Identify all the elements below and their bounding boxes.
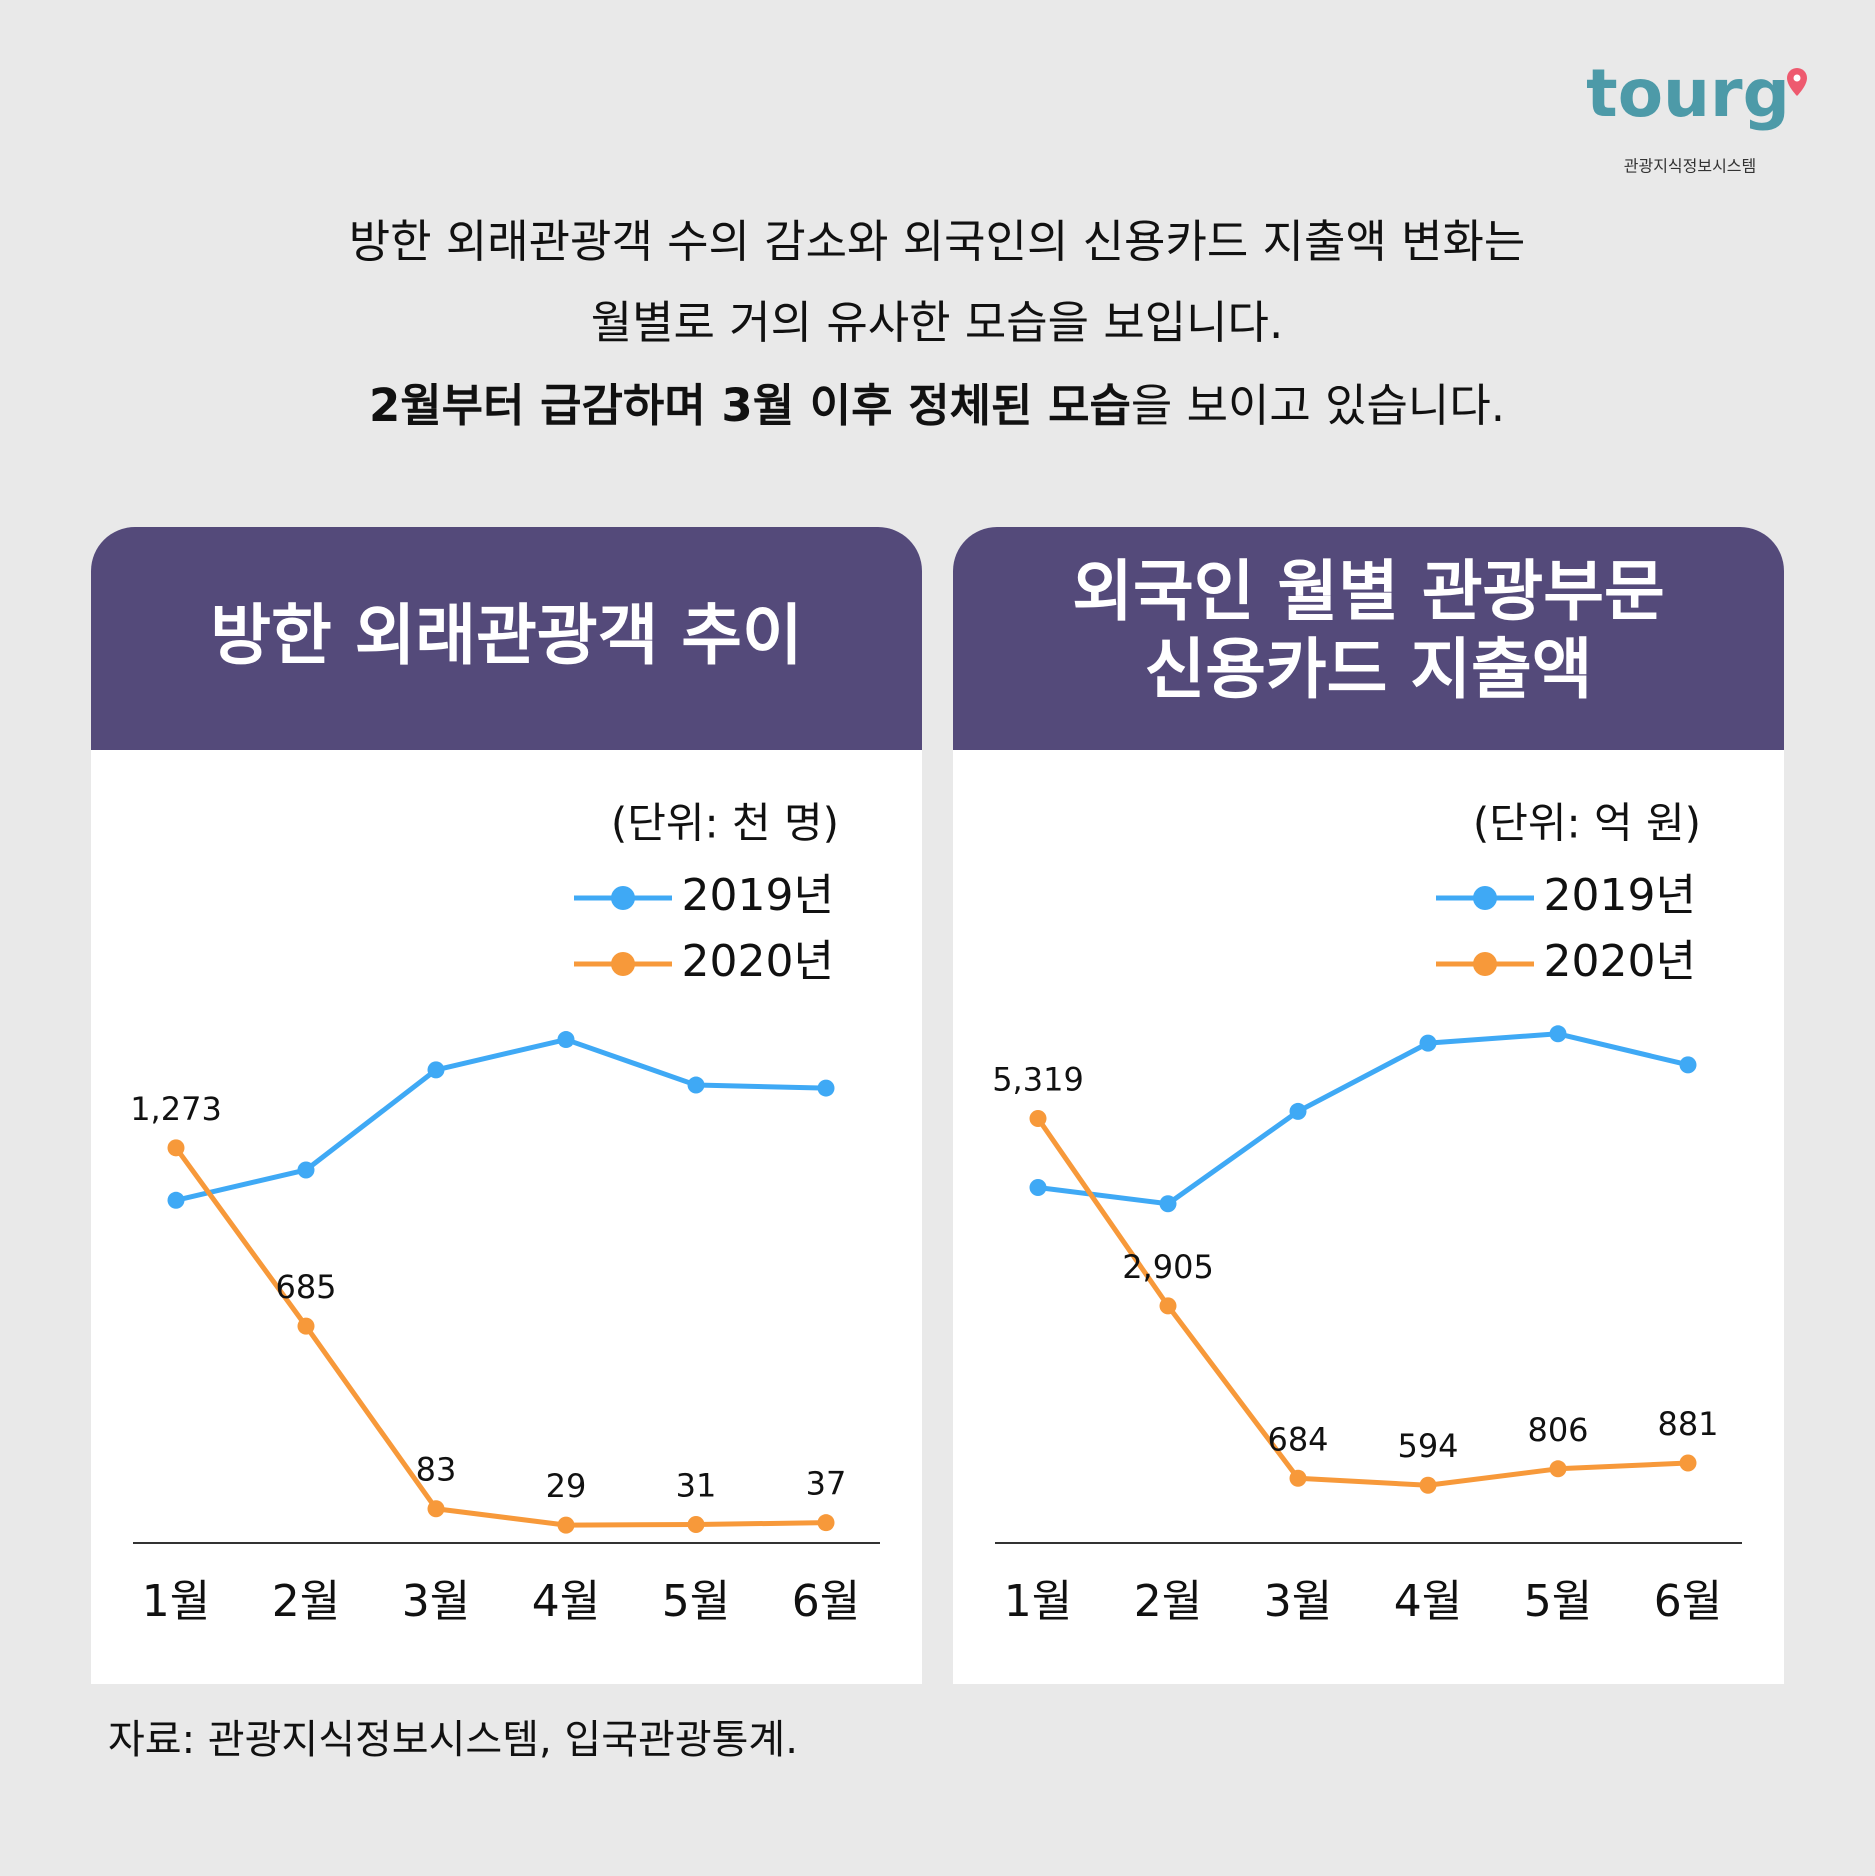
chart-panel: 방한 외래관광객 추이 (단위: 천 명) 2019년 2020년 1월 2월 3월 4월 5월… — [91, 527, 922, 1684]
data-label: 684 — [1267, 1420, 1328, 1458]
data-point — [1289, 1102, 1307, 1120]
x-tick-label: 5월 — [1524, 1576, 1592, 1627]
legend-label: 2019년 — [682, 870, 834, 921]
logo-pin-dot — [1793, 74, 1801, 82]
data-point — [817, 1514, 835, 1532]
panel-header — [91, 527, 922, 750]
header-emphasis: 2월부터 급감하며 3월 이후 정체된 모습 — [369, 379, 1131, 432]
logo-caption: 관광지식정보시스템 — [1624, 157, 1756, 176]
unit-label: (단위: 천 명) — [611, 799, 839, 848]
data-point — [427, 1061, 445, 1079]
x-tick-label: 6월 — [792, 1576, 860, 1627]
x-tick-label: 1월 — [1004, 1576, 1072, 1627]
data-point — [1289, 1469, 1307, 1487]
data-point — [1029, 1109, 1047, 1127]
data-label: 594 — [1397, 1427, 1458, 1465]
panel-header — [953, 527, 1784, 750]
data-label: 29 — [546, 1467, 587, 1505]
data-label: 1,273 — [130, 1090, 222, 1128]
data-label: 5,319 — [992, 1060, 1084, 1098]
data-label: 685 — [275, 1268, 336, 1306]
source-note: 자료: 관광지식정보시스템, 입국관광통계. — [108, 1717, 798, 1763]
chart-title: 신용카드 지출액 — [1144, 631, 1592, 708]
chart-title: 방한 외래관광객 추이 — [210, 597, 802, 674]
x-tick-label: 3월 — [1264, 1576, 1332, 1627]
data-point — [687, 1076, 705, 1094]
unit-label: (단위: 억 원) — [1473, 799, 1701, 848]
data-label: 31 — [676, 1467, 717, 1505]
header-line: 방한 외래관광객 수의 감소와 외국인의 신용카드 지출액 변화는 — [349, 215, 1526, 268]
data-point — [817, 1079, 835, 1097]
data-label: 2,905 — [1122, 1248, 1214, 1286]
legend-marker — [1473, 952, 1497, 976]
data-point — [557, 1516, 575, 1534]
x-tick-label: 3월 — [402, 1576, 470, 1627]
x-tick-label: 2월 — [272, 1576, 340, 1627]
data-point — [1419, 1034, 1437, 1052]
legend-label: 2020년 — [682, 936, 834, 987]
legend-label: 2020년 — [1544, 936, 1696, 987]
logo: tourg 관광지식정보시스템 — [1586, 55, 1807, 176]
data-point — [167, 1191, 185, 1209]
data-point — [1679, 1056, 1697, 1074]
data-point — [427, 1500, 445, 1518]
x-tick-label: 5월 — [662, 1576, 730, 1627]
data-point — [297, 1161, 315, 1179]
chart-title: 외국인 월별 관광부문 — [1072, 553, 1664, 630]
data-point — [1159, 1195, 1177, 1213]
x-tick-label: 2월 — [1134, 1576, 1202, 1627]
x-tick-label: 1월 — [142, 1576, 210, 1627]
data-point — [1549, 1025, 1567, 1043]
series-line — [173, 1146, 827, 1528]
data-point — [687, 1516, 705, 1533]
data-label: 83 — [416, 1451, 457, 1489]
series-line — [1035, 1117, 1689, 1488]
logo-mark: tourg — [1586, 55, 1790, 132]
header-line: 2월부터 급감하며 3월 이후 정체된 모습을 보이고 있습니다. — [369, 379, 1505, 432]
panel-background — [953, 527, 1784, 1684]
data-point — [1679, 1454, 1697, 1472]
data-point — [297, 1317, 315, 1335]
series-line — [175, 1037, 827, 1203]
legend-marker — [1473, 886, 1497, 910]
panel-background — [91, 527, 922, 1684]
x-tick-label: 4월 — [532, 1576, 600, 1627]
data-point — [1549, 1460, 1567, 1478]
data-label: 37 — [806, 1465, 847, 1503]
data-point — [557, 1031, 575, 1049]
legend-marker — [611, 886, 635, 910]
x-tick-label: 6월 — [1654, 1576, 1722, 1627]
x-tick-label: 4월 — [1394, 1576, 1462, 1627]
data-point — [1029, 1178, 1047, 1196]
legend-label: 2019년 — [1544, 870, 1696, 921]
header-line: 월별로 거의 유사한 모습을 보입니다. — [591, 296, 1284, 349]
logo-pin — [1787, 68, 1807, 96]
series-line — [1037, 1031, 1689, 1207]
data-point — [167, 1139, 185, 1157]
data-point — [1159, 1297, 1177, 1315]
data-label: 881 — [1657, 1405, 1718, 1443]
data-point — [1419, 1476, 1437, 1494]
header-rest: 을 보이고 있습니다. — [1131, 379, 1505, 432]
legend-marker — [611, 952, 635, 976]
data-label: 806 — [1527, 1411, 1588, 1449]
